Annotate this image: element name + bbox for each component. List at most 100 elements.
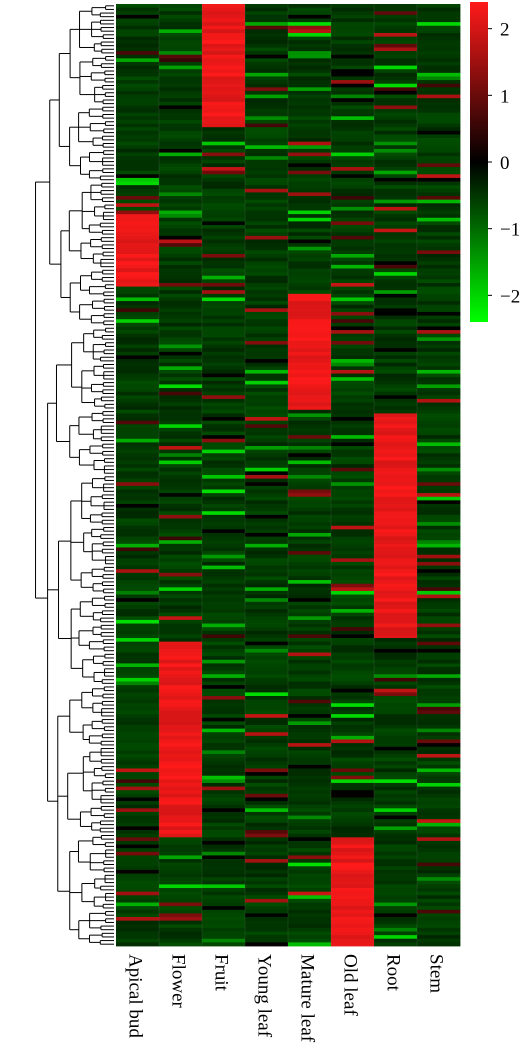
heatmap-cell [245,837,289,842]
heatmap-cell [116,148,160,153]
heatmap-cell [202,808,246,813]
heatmap-cell [116,7,160,12]
heatmap-cell [288,145,332,150]
heatmap-cell [116,174,160,179]
heatmap-cell [202,507,246,512]
heatmap-cell [374,322,418,327]
heatmap-cell [288,670,332,675]
heatmap-cell [116,348,160,353]
heatmap-cell [417,938,461,943]
heatmap-cell [288,94,332,99]
heatmap-cell [417,869,461,874]
heatmap-cell [159,786,203,791]
heatmap-cell [374,156,418,161]
heatmap-cell [202,80,246,85]
heatmap-cell [288,109,332,114]
heatmap-cell [417,101,461,106]
heatmap-cell [116,848,160,853]
heatmap-cell [331,29,375,34]
heatmap-cell [116,185,160,190]
heatmap-cell [202,565,246,570]
heatmap-cell [159,232,203,237]
heatmap-cell [159,43,203,48]
heatmap-cell [374,837,418,842]
heatmap-cell [417,72,461,77]
heatmap-cell [159,145,203,150]
heatmap-cell [245,72,289,77]
heatmap-cell [202,156,246,161]
heatmap-cell [159,301,203,306]
heatmap-cell [116,210,160,215]
heatmap-cell [374,391,418,396]
heatmap-cell [331,4,375,9]
heatmap-cell [374,11,418,16]
heatmap-cell [374,29,418,34]
heatmap-cell [288,427,332,432]
heatmap-cell [288,927,332,932]
heatmap-cell [159,453,203,458]
heatmap-cell [116,58,160,63]
heatmap-cell [374,51,418,56]
heatmap-cell [116,297,160,302]
heatmap-cell [374,797,418,802]
column-label: Apical bud [125,954,146,1038]
heatmap-cell [159,500,203,505]
heatmap-cell [417,902,461,907]
heatmap-cell [245,811,289,816]
heatmap-cell [202,83,246,88]
heatmap-cell [417,692,461,697]
heatmap-cell [331,735,375,740]
heatmap-cell [202,739,246,744]
heatmap-cell [245,264,289,269]
heatmap-cell [202,148,246,153]
heatmap-cell [288,417,332,422]
heatmap-cell [288,282,332,287]
heatmap-cell [331,714,375,719]
heatmap-cell [245,402,289,407]
heatmap-cell [245,797,289,802]
heatmap-cell [417,217,461,222]
heatmap-cell [159,188,203,193]
heatmap-cell [374,18,418,23]
heatmap-cell [331,645,375,650]
heatmap-cell [245,315,289,320]
heatmap-cell [417,605,461,610]
heatmap-cell [245,478,289,483]
heatmap-cell [202,648,246,653]
heatmap-cell [417,130,461,135]
heatmap-cell [374,601,418,606]
heatmap-cell [159,239,203,244]
heatmap-cell [417,406,461,411]
heatmap-cell [116,692,160,697]
heatmap-cell [374,645,418,650]
heatmap-cell [374,739,418,744]
heatmap-cell [331,580,375,585]
heatmap-cell [288,739,332,744]
heatmap-cell [331,866,375,871]
heatmap-cell [374,406,418,411]
heatmap-cell [331,264,375,269]
heatmap-cell [417,203,461,208]
heatmap-cell [116,898,160,903]
heatmap-cell [202,384,246,389]
heatmap-cell [202,76,246,81]
heatmap-cell [417,587,461,592]
heatmap-cell [288,235,332,240]
heatmap-cell [116,594,160,599]
heatmap-cell [116,572,160,577]
heatmap-cell [417,351,461,356]
heatmap-cell [245,942,289,947]
heatmap-cell [288,735,332,740]
heatmap-cell [331,924,375,929]
heatmap-cell [116,551,160,556]
heatmap-cell [202,427,246,432]
heatmap-cell [159,844,203,849]
heatmap-cell [116,884,160,889]
heatmap-cell [245,333,289,338]
heatmap-cell [159,906,203,911]
heatmap-cell [202,880,246,885]
heatmap-cell [374,924,418,929]
heatmap-cell [288,906,332,911]
heatmap-cell [202,214,246,219]
heatmap-cell [288,98,332,103]
